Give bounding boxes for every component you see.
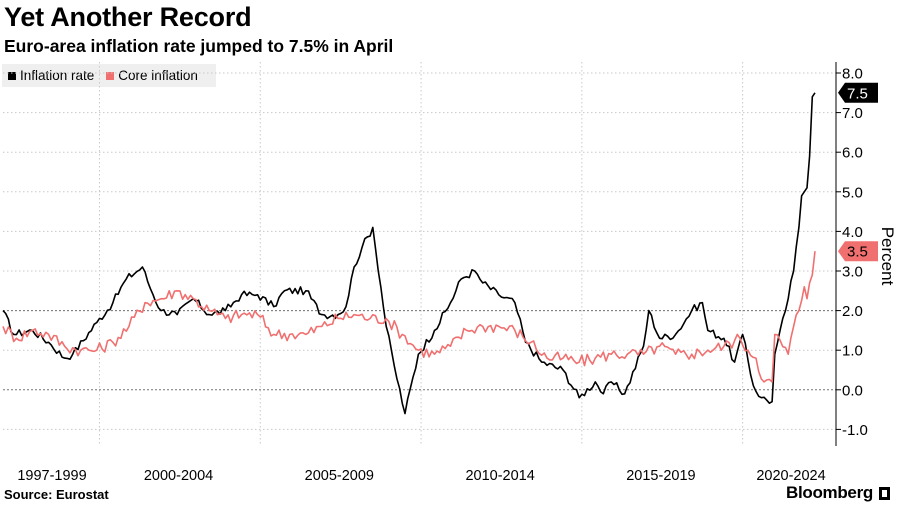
- x-tick-label: 2020-2024: [756, 468, 825, 484]
- y-tick-label: 5.0: [842, 184, 863, 201]
- series-line-inflation: [2, 92, 816, 415]
- gridlines: [3, 62, 836, 446]
- y-tick-label: -1.0: [842, 422, 868, 439]
- y-axis: -1.0 0.0 1.0 2.0 3.0 4.0 5.0 6.0 7.0 8.0: [835, 62, 868, 446]
- source-note: Source: Eurostat: [4, 487, 109, 502]
- x-tick-label: 2010-2014: [465, 468, 534, 484]
- legend-label-core: Core inflation: [118, 68, 198, 83]
- series-line-core: [2, 251, 816, 383]
- chart-subtitle: Euro-area inflation rate jumped to 7.5% …: [4, 36, 394, 56]
- series-lines: [2, 92, 816, 415]
- y-tick-label: 7.0: [842, 105, 863, 122]
- legend-swatch-inflation: [8, 71, 16, 80]
- y-axis-label: Percent: [878, 227, 897, 286]
- last-value-labels: 7.5 3.5: [838, 82, 878, 262]
- last-value-label-core: 3.5: [847, 244, 868, 261]
- last-value-badge-core: [838, 241, 878, 262]
- legend-item-inflation: Inflation rate: [8, 68, 94, 83]
- chart-title: Yet Another Record: [4, 2, 252, 32]
- zero-line: [3, 310, 836, 391]
- x-tick-label: 2005-2009: [305, 468, 374, 484]
- legend-label-inflation: Inflation rate: [20, 68, 95, 83]
- y-tick-label: 3.0: [842, 264, 863, 281]
- last-value-label-inflation: 7.5: [847, 85, 868, 102]
- y-tick-label: 0.0: [842, 382, 863, 399]
- x-tick-label: 1997-1999: [17, 468, 86, 484]
- brand-name: Bloomberg: [785, 483, 873, 502]
- y-tick-label: 6.0: [842, 145, 863, 162]
- x-axis: 1997-1999 2000-2004 2005-2009 2010-2014 2015…: [17, 468, 825, 484]
- legend-swatch-core: [106, 71, 115, 80]
- legend-item-core: Core inflation: [106, 68, 198, 83]
- x-tick-label: 2015-2019: [626, 468, 695, 484]
- y-tick-label: 4.0: [842, 224, 863, 241]
- bloomberg-terminal-icon: [879, 486, 890, 500]
- legend: Inflation rate Core inflation: [2, 64, 216, 87]
- y-tick-label: 1.0: [842, 343, 863, 360]
- x-tick-label: 2000-2004: [144, 468, 213, 484]
- y-tick-label: 2.0: [842, 303, 863, 320]
- bloomberg-logo: Bloomberg: [786, 483, 890, 503]
- last-value-badge-inflation: [838, 82, 878, 103]
- y-tick-label: 8.0: [842, 66, 863, 83]
